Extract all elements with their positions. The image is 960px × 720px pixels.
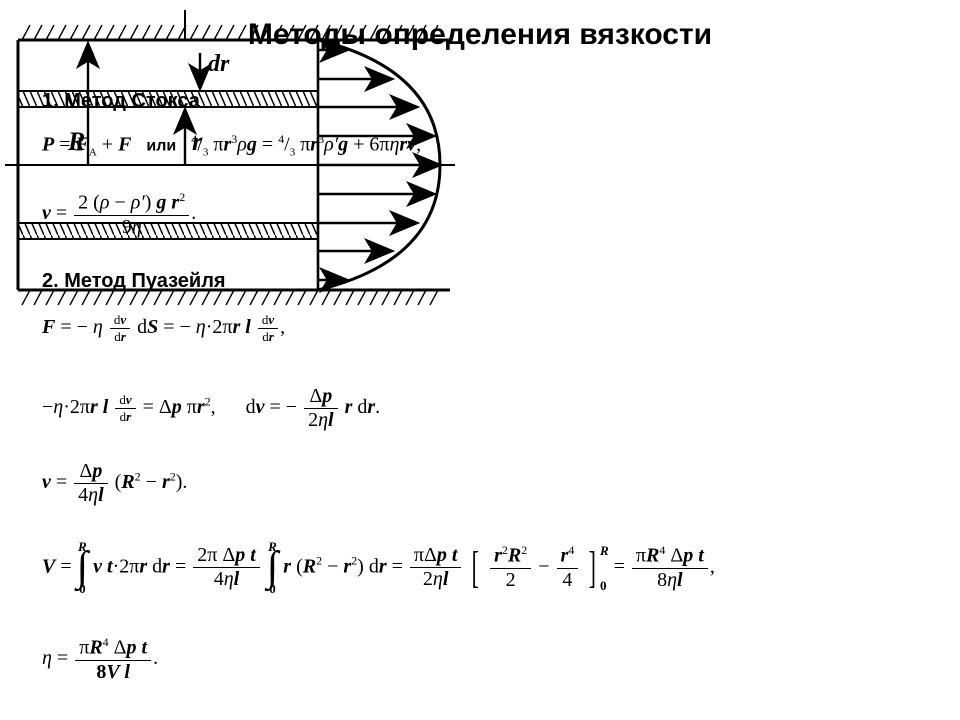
formula-poiseuille-velocity: v = Δp4ηl (R2 − r2). (42, 460, 187, 507)
pipe-flow-diagram: R r dr (0, 0, 460, 340)
label-R: R (67, 127, 85, 156)
label-r: r (192, 127, 203, 156)
formula-poiseuille-balance: −η·2πr l dvdr = Δp πr2, dv = − Δp2ηl r d… (42, 385, 380, 432)
formula-poiseuille-volume: V = R∫0 v t·2πr dr = 2π Δp t4ηl R∫0 r (R… (42, 540, 715, 595)
label-dr: dr (208, 51, 230, 77)
formula-viscosity-result: η = πR4 Δp t8V l. (42, 635, 158, 684)
